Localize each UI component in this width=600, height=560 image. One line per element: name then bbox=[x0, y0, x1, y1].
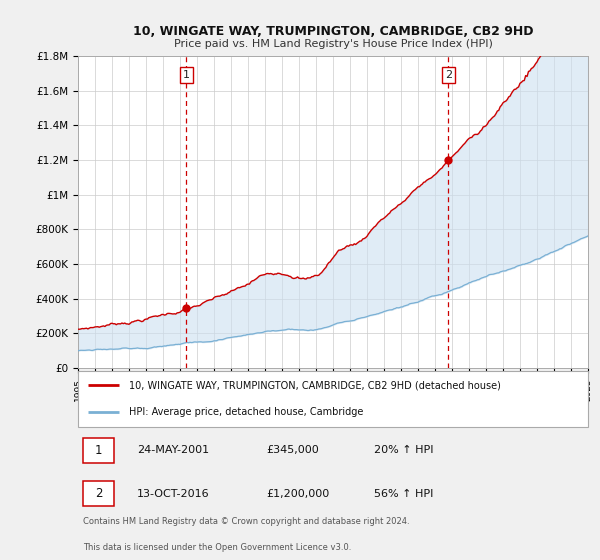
Text: £1,200,000: £1,200,000 bbox=[266, 489, 330, 499]
FancyBboxPatch shape bbox=[83, 482, 114, 506]
Text: 20% ↑ HPI: 20% ↑ HPI bbox=[374, 445, 433, 455]
FancyBboxPatch shape bbox=[78, 371, 588, 427]
Text: This data is licensed under the Open Government Licence v3.0.: This data is licensed under the Open Gov… bbox=[83, 543, 352, 552]
Text: 24-MAY-2001: 24-MAY-2001 bbox=[137, 445, 209, 455]
Text: 10, WINGATE WAY, TRUMPINGTON, CAMBRIDGE, CB2 9HD (detached house): 10, WINGATE WAY, TRUMPINGTON, CAMBRIDGE,… bbox=[129, 380, 501, 390]
Text: 1: 1 bbox=[95, 444, 102, 457]
Text: £345,000: £345,000 bbox=[266, 445, 319, 455]
Text: Price paid vs. HM Land Registry's House Price Index (HPI): Price paid vs. HM Land Registry's House … bbox=[173, 39, 493, 49]
Text: 56% ↑ HPI: 56% ↑ HPI bbox=[374, 489, 433, 499]
Text: 10, WINGATE WAY, TRUMPINGTON, CAMBRIDGE, CB2 9HD: 10, WINGATE WAY, TRUMPINGTON, CAMBRIDGE,… bbox=[133, 25, 533, 38]
Text: Contains HM Land Registry data © Crown copyright and database right 2024.: Contains HM Land Registry data © Crown c… bbox=[83, 517, 410, 526]
FancyBboxPatch shape bbox=[83, 438, 114, 463]
Text: HPI: Average price, detached house, Cambridge: HPI: Average price, detached house, Camb… bbox=[129, 408, 364, 417]
Text: 2: 2 bbox=[445, 70, 452, 80]
Text: 2: 2 bbox=[95, 487, 102, 500]
Text: 13-OCT-2016: 13-OCT-2016 bbox=[137, 489, 209, 499]
Text: 1: 1 bbox=[183, 70, 190, 80]
